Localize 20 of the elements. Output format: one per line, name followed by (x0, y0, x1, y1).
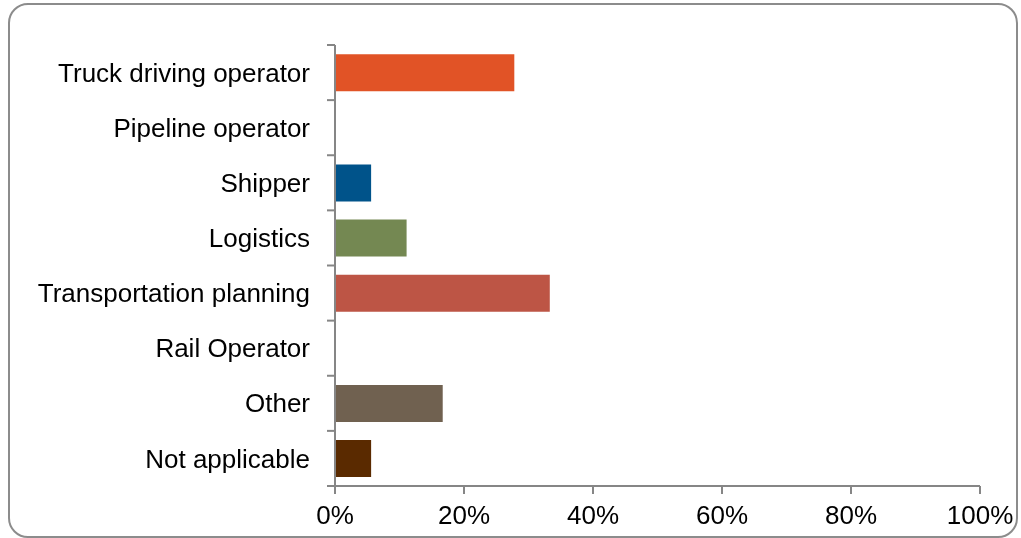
bar (335, 164, 372, 202)
x-tick-label: 0% (316, 500, 354, 531)
bar (335, 440, 372, 478)
x-tick-label: 100% (946, 500, 1014, 531)
x-tick-label: 20% (437, 500, 491, 531)
y-tick-label: Pipeline operator (113, 112, 311, 143)
x-tick-label: 60% (695, 500, 749, 531)
y-tick-label: Shipper (220, 167, 311, 198)
y-tick-label: Rail Operator (155, 333, 311, 364)
x-tick-label: 40% (566, 500, 620, 531)
bar (335, 384, 443, 422)
x-tick-label: 80% (824, 500, 878, 531)
bar (335, 219, 407, 257)
y-tick-label: Truck driving operator (58, 57, 311, 88)
y-tick-label: Other (244, 388, 311, 419)
bar (335, 274, 550, 312)
y-tick-label: Transportation planning (37, 278, 310, 309)
bar (335, 54, 515, 92)
y-tick-label: Not applicable (145, 443, 310, 474)
y-tick-label: Logistics (208, 223, 310, 254)
